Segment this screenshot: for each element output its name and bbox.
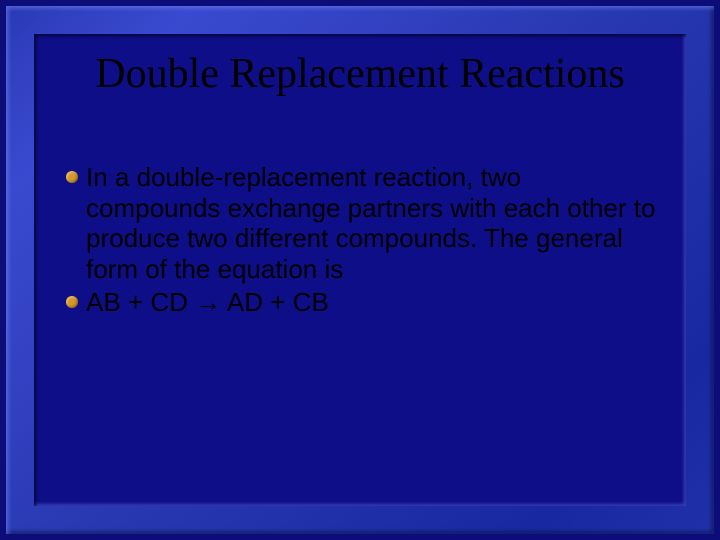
slide-body: In a double-replacement reaction, two co… [66, 162, 662, 319]
bullet-item: In a double-replacement reaction, two co… [66, 162, 662, 285]
bullet-icon [66, 171, 78, 183]
slide-frame: Double Replacement Reactions In a double… [6, 6, 714, 534]
slide-title: Double Replacement Reactions [34, 52, 686, 96]
bullet-icon [66, 296, 78, 308]
bullet-text: In a double-replacement reaction, two co… [86, 162, 655, 284]
slide-panel: Double Replacement Reactions In a double… [34, 34, 686, 506]
bullet-text: AB + CD → AD + CB [86, 287, 329, 317]
title-line1: Double Replacement Reactions [95, 51, 625, 97]
bullet-item: AB + CD → AD + CB [66, 287, 662, 318]
slide: Double Replacement Reactions In a double… [0, 0, 720, 540]
